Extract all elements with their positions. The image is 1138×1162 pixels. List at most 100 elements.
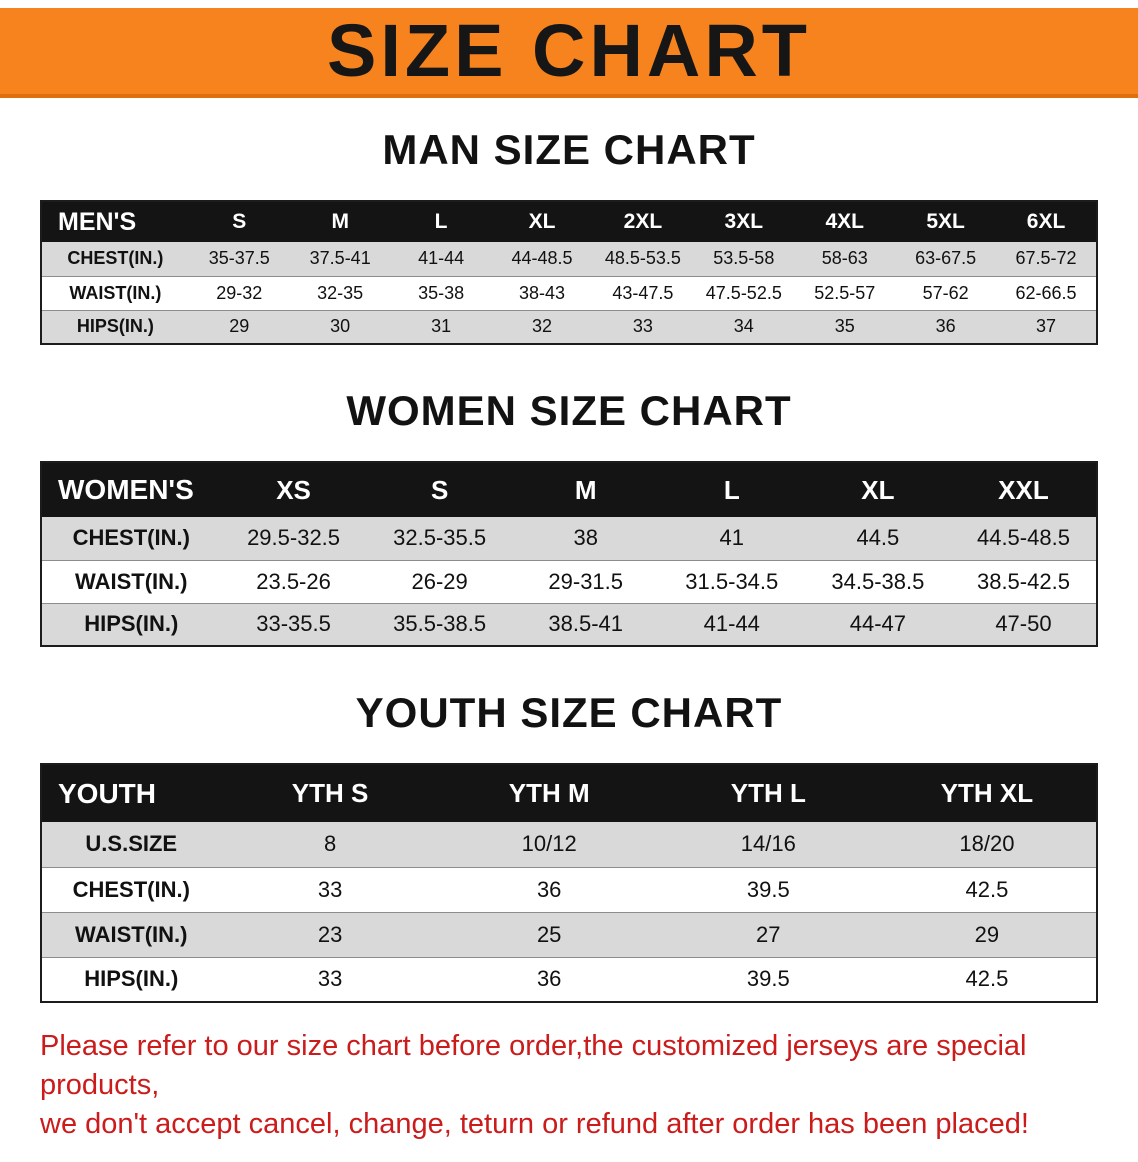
disclaimer-line-2: we don't accept cancel, change, teturn o… bbox=[40, 1108, 1029, 1141]
size-value-cell: 29-31.5 bbox=[548, 568, 624, 594]
youth-size-chart-section: YOUTH SIZE CHART YOUTH YTH S YTH M YTH L YTH… bbox=[0, 689, 1138, 1003]
men-size-table: MEN'S S M L XL 2XL 3XL 4XL 5XL 6XL CHEST(IN.) 35-37… bbox=[40, 200, 1098, 345]
measurement-row: U.S.SIZE 8 10/12 14/16 18/20 bbox=[41, 822, 1097, 867]
size-column-header: XL bbox=[491, 201, 593, 242]
size-column-header: YTH XL bbox=[877, 764, 1097, 822]
size-value-cell: 57-62 bbox=[922, 282, 969, 303]
table-title-cell: YOUTH bbox=[41, 764, 221, 822]
table-title-cell: WOMEN'S bbox=[41, 462, 221, 517]
size-value-cell: 35 bbox=[834, 316, 855, 337]
size-value-cell: 33-35.5 bbox=[256, 611, 331, 637]
size-value-cell: 35.5-38.5 bbox=[393, 611, 487, 637]
measurement-row: WAIST(IN.) 29-32 32-35 35-38 38-43 43-47.5 47.… bbox=[41, 276, 1097, 310]
row-label: WAIST(IN.) bbox=[69, 282, 162, 303]
size-value-cell: 47.5-52.5 bbox=[705, 282, 782, 303]
size-column-header: 4XL bbox=[794, 201, 896, 242]
size-value-cell: 29.5-32.5 bbox=[247, 525, 341, 551]
row-label: CHEST(IN.) bbox=[72, 525, 190, 551]
size-value-cell: 36 bbox=[536, 966, 562, 992]
size-value-cell: 36 bbox=[935, 316, 956, 337]
size-column-header: M bbox=[289, 201, 391, 242]
size-value-cell: 67.5-72 bbox=[1015, 248, 1077, 269]
measurement-row: WAIST(IN.) 23 25 27 29 bbox=[41, 912, 1097, 957]
size-value-cell: 42.5 bbox=[965, 966, 1009, 992]
measurement-row: HIPS(IN.) 29 30 31 32 33 34 35 36 37 bbox=[41, 310, 1097, 344]
size-value-cell: 38.5-41 bbox=[548, 611, 624, 637]
size-value-cell: 52.5-57 bbox=[814, 282, 876, 303]
size-column-header: S bbox=[188, 201, 290, 242]
size-value-cell: 53.5-58 bbox=[713, 248, 775, 269]
measurement-row: CHEST(IN.) 35-37.5 37.5-41 41-44 44-48.5 48.5… bbox=[41, 242, 1097, 276]
size-value-cell: 35-38 bbox=[418, 282, 465, 303]
size-value-cell: 44-47 bbox=[849, 611, 906, 637]
size-column-header: M bbox=[512, 462, 659, 517]
page-title: SIZE CHART bbox=[327, 9, 811, 92]
size-value-cell: 32 bbox=[531, 316, 553, 337]
size-value-cell: 43-47.5 bbox=[612, 282, 674, 303]
measurement-row: CHEST(IN.) 29.5-32.5 32.5-35.5 38 41 44.5 44.5… bbox=[41, 517, 1097, 560]
size-value-cell: 38.5-42.5 bbox=[976, 568, 1070, 594]
size-column-header: YTH S bbox=[220, 764, 440, 822]
size-value-cell: 29-32 bbox=[216, 282, 263, 303]
size-value-cell: 44.5 bbox=[856, 525, 900, 551]
row-label: WAIST(IN.) bbox=[75, 568, 188, 594]
section-heading-youth: YOUTH SIZE CHART bbox=[355, 689, 783, 736]
size-value-cell: 41-44 bbox=[418, 248, 465, 269]
size-value-cell: 41-44 bbox=[703, 611, 760, 637]
size-value-cell: 37.5-41 bbox=[309, 248, 371, 269]
size-column-header: 6XL bbox=[996, 201, 1097, 242]
size-value-cell: 34 bbox=[733, 316, 754, 337]
row-label: CHEST(IN.) bbox=[67, 248, 164, 269]
size-value-cell: 63-67.5 bbox=[915, 248, 977, 269]
disclaimer-line-1: Please refer to our size chart before or… bbox=[40, 1030, 1027, 1102]
youth-size-table: YOUTH YTH S YTH M YTH L YTH XL U.S.SIZE 8 10/12… bbox=[40, 763, 1098, 1003]
measurement-row: WAIST(IN.) 23.5-26 26-29 29-31.5 31.5-34.5 34… bbox=[41, 560, 1097, 603]
table-header-row: WOMEN'S XS S M L XL XXL bbox=[41, 462, 1097, 517]
size-value-cell: 58-63 bbox=[821, 248, 868, 269]
section-heading-men: MAN SIZE CHART bbox=[382, 126, 756, 173]
size-value-cell: 44-48.5 bbox=[511, 248, 573, 269]
table-title-cell: MEN'S bbox=[41, 201, 189, 242]
men-size-chart-section: MAN SIZE CHART MEN'S S M L XL 2XL 3XL 4XL 5XL 6XL… bbox=[0, 126, 1138, 345]
women-size-table: WOMEN'S XS S M L XL XXL CHEST(IN.) 29.5-32.5 32.5… bbox=[40, 461, 1098, 647]
size-value-cell: 47-50 bbox=[995, 611, 1052, 637]
size-column-header: 5XL bbox=[895, 201, 997, 242]
row-label: HIPS(IN.) bbox=[84, 966, 179, 992]
size-value-cell: 33 bbox=[317, 966, 343, 992]
size-value-cell: 23 bbox=[317, 921, 343, 947]
size-value-cell: 30 bbox=[330, 316, 351, 337]
size-column-header: S bbox=[366, 462, 513, 517]
section-heading-women: WOMEN SIZE CHART bbox=[346, 387, 792, 434]
size-column-header: 3XL bbox=[693, 201, 795, 242]
measurement-row: HIPS(IN.) 33-35.5 35.5-38.5 38.5-41 41-44 44-… bbox=[41, 603, 1097, 646]
banner: SIZE CHART bbox=[0, 8, 1138, 98]
row-label: WAIST(IN.) bbox=[75, 921, 188, 947]
size-value-cell: 31 bbox=[431, 316, 452, 337]
size-value-cell: 34.5-38.5 bbox=[831, 568, 925, 594]
size-value-cell: 31.5-34.5 bbox=[685, 568, 779, 594]
disclaimer: Please refer to our size chart before or… bbox=[40, 1027, 1098, 1144]
size-value-cell: 10/12 bbox=[521, 831, 577, 857]
row-label: U.S.SIZE bbox=[85, 831, 178, 857]
size-value-cell: 42.5 bbox=[965, 876, 1009, 902]
measurement-row: CHEST(IN.) 33 36 39.5 42.5 bbox=[41, 867, 1097, 912]
size-column-header: YTH L bbox=[658, 764, 878, 822]
size-value-cell: 38 bbox=[573, 525, 598, 551]
size-value-cell: 38-43 bbox=[518, 282, 566, 303]
size-value-cell: 14/16 bbox=[740, 831, 796, 857]
size-value-cell: 8 bbox=[323, 831, 337, 857]
size-value-cell: 48.5-53.5 bbox=[604, 248, 681, 269]
size-value-cell: 25 bbox=[536, 921, 562, 947]
size-value-cell: 39.5 bbox=[746, 876, 790, 902]
size-column-header: XL bbox=[804, 462, 951, 517]
size-value-cell: 29 bbox=[229, 316, 250, 337]
size-value-cell: 35-37.5 bbox=[208, 248, 270, 269]
size-value-cell: 23.5-26 bbox=[256, 568, 331, 594]
table-header-row: MEN'S S M L XL 2XL 3XL 4XL 5XL 6XL bbox=[41, 201, 1097, 242]
size-column-header: XS bbox=[220, 462, 367, 517]
size-value-cell: 39.5 bbox=[746, 966, 790, 992]
size-value-cell: 18/20 bbox=[959, 831, 1015, 857]
row-label: HIPS(IN.) bbox=[84, 611, 179, 637]
size-value-cell: 37 bbox=[1036, 316, 1057, 337]
